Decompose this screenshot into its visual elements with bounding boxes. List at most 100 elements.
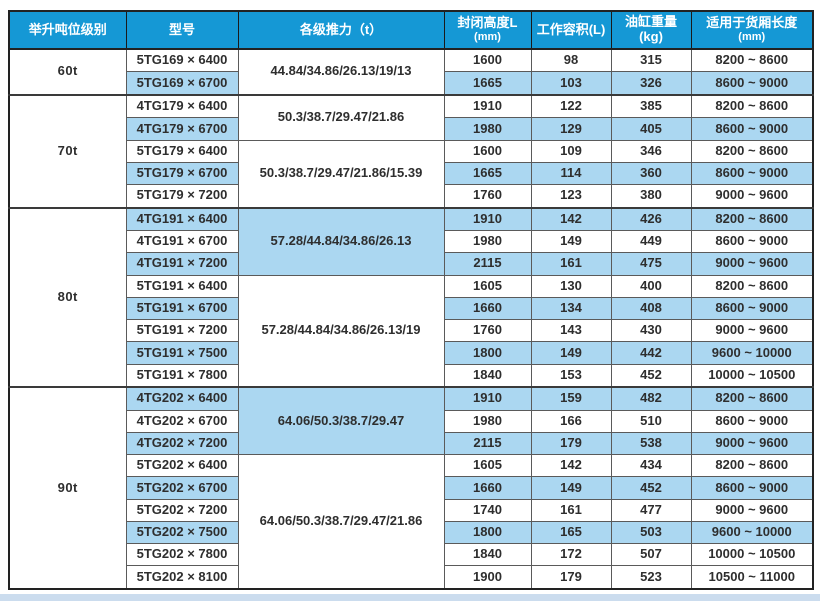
table-row: 80t 4TG191 × 6400 57.28/44.84/34.86/26.13 1… — [8, 206, 814, 388]
working-volume-cell: 143 — [530, 319, 612, 343]
model-cell: 5TG191 × 6400 — [125, 274, 239, 298]
cylinder-weight-cell: 430 — [610, 319, 692, 343]
cargo-length-cell: 8200 ~ 8600 — [690, 93, 814, 119]
thrust-cell: 64.06/50.3/38.7/29.47/21.86 — [237, 454, 445, 590]
table-row: 60t 5TG169 × 6400 44.84/34.86/26.13/19/13 1… — [8, 48, 814, 96]
cylinder-weight-cell: 503 — [610, 520, 692, 545]
model-cell: 5TG202 × 8100 — [125, 565, 239, 590]
working-volume-cell: 129 — [530, 117, 612, 141]
closed-height-cell: 1600 — [443, 139, 532, 163]
cargo-length-cell: 8600 ~ 9000 — [690, 409, 814, 433]
closed-height-cell: 1740 — [443, 498, 532, 522]
table-row: 5TG169 × 6700 1665 103 326 8600 ~ 9000 — [9, 71, 814, 96]
cargo-length-cell: 9000 ~ 9600 — [690, 498, 814, 522]
model-cell: 4TG202 × 6700 — [125, 409, 239, 433]
model-cell: 5TG202 × 7800 — [125, 543, 239, 567]
table-row: 5TG179 × 6400 50.3/38.7/29.47/21.86/15.39… — [9, 139, 814, 209]
table-row: 5TG191 × 6400 57.28/44.84/34.86/26.13/19 1… — [9, 274, 814, 388]
cylinder-weight-cell: 326 — [610, 71, 692, 96]
closed-height-cell: 1980 — [443, 409, 532, 433]
table-row: 4TG191 × 6700 1980 149 449 8600 ~ 9000 — [9, 230, 814, 254]
model-cell: 5TG202 × 6400 — [125, 454, 239, 478]
cargo-length-cell: 8200 ~ 8600 — [690, 206, 814, 232]
closed-height-cell: 1910 — [443, 93, 532, 119]
cargo-length-cell: 8600 ~ 9000 — [690, 476, 814, 500]
closed-height-cell: 1760 — [443, 184, 532, 209]
cylinder-weight-cell: 315 — [610, 48, 692, 73]
closed-height-cell: 1665 — [443, 71, 532, 96]
cylinder-weight-cell: 507 — [610, 543, 692, 567]
working-volume-cell: 153 — [530, 363, 612, 388]
table-header-row: 举升吨位级别 型号 各级推力（t） 封闭高度L (mm) 工作容积(L) 油缸重量… — [8, 10, 814, 50]
model-cell: 4TG202 × 7200 — [125, 431, 239, 456]
table-row: 5TG202 × 6400 64.06/50.3/38.7/29.47/21.86… — [9, 454, 814, 590]
closed-height-cell: 2115 — [443, 252, 532, 276]
closed-height-cell: 1605 — [443, 274, 532, 298]
working-volume-cell: 134 — [530, 296, 612, 321]
cylinder-weight-cell: 452 — [610, 363, 692, 388]
closed-height-cell: 2115 — [443, 431, 532, 456]
model-cell: 5TG191 × 6700 — [125, 296, 239, 321]
model-cell: 4TG202 × 6400 — [125, 386, 239, 411]
thrust-cell: 57.28/44.84/34.86/26.13 — [237, 206, 445, 276]
cylinder-weight-cell: 475 — [610, 252, 692, 276]
closed-height-cell: 1660 — [443, 296, 532, 321]
working-volume-cell: 149 — [530, 341, 612, 365]
cylinder-weight-cell: 442 — [610, 341, 692, 365]
thrust-cell: 50.3/38.7/29.47/21.86 — [237, 93, 445, 141]
working-volume-cell: 142 — [530, 206, 612, 232]
table-row: 5TG191 × 6700 1660 134 408 8600 ~ 9000 — [9, 296, 814, 321]
cargo-length-cell: 9000 ~ 9600 — [690, 431, 814, 456]
table-row: 70t 4TG179 × 6400 50.3/38.7/29.47/21.86 191… — [8, 93, 814, 209]
col-header-closed-height: 封闭高度L (mm) — [443, 10, 532, 50]
closed-height-cell: 1900 — [443, 565, 532, 590]
model-cell: 4TG179 × 6700 — [125, 117, 239, 141]
cargo-length-cell: 8200 ~ 8600 — [690, 386, 814, 411]
model-cell: 5TG169 × 6400 — [125, 48, 239, 73]
model-cell: 4TG191 × 6700 — [125, 230, 239, 254]
col-header-tonnage: 举升吨位级别 — [8, 10, 127, 50]
cargo-length-cell: 8600 ~ 9000 — [690, 117, 814, 141]
model-cell: 5TG191 × 7800 — [125, 363, 239, 388]
thrust-cell: 44.84/34.86/26.13/19/13 — [237, 48, 445, 96]
table-row: 5TG179 × 6700 1665 114 360 8600 ~ 9000 — [9, 161, 814, 186]
working-volume-cell: 109 — [530, 139, 612, 163]
cargo-length-cell: 8600 ~ 9000 — [690, 296, 814, 321]
cargo-length-cell: 10000 ~ 10500 — [690, 363, 814, 388]
working-volume-cell: 98 — [530, 48, 612, 73]
model-cell: 4TG191 × 7200 — [125, 252, 239, 276]
cylinder-weight-cell: 477 — [610, 498, 692, 522]
cargo-length-cell: 9000 ~ 9600 — [690, 252, 814, 276]
closed-height-cell: 1980 — [443, 230, 532, 254]
model-cell: 4TG191 × 6400 — [125, 206, 239, 232]
working-volume-cell: 165 — [530, 520, 612, 545]
working-volume-cell: 130 — [530, 274, 612, 298]
model-cell: 4TG179 × 6400 — [125, 93, 239, 119]
table-row: 90t 4TG202 × 6400 64.06/50.3/38.7/29.47 191… — [8, 386, 814, 590]
table-row: 5TG202 × 7200 1740 161 477 9000 ~ 9600 — [9, 498, 814, 522]
cargo-length-cell: 8600 ~ 9000 — [690, 230, 814, 254]
cargo-length-cell: 9600 ~ 10000 — [690, 341, 814, 365]
working-volume-cell: 114 — [530, 161, 612, 186]
working-volume-cell: 149 — [530, 476, 612, 500]
cylinder-weight-cell: 434 — [610, 454, 692, 478]
model-cell: 5TG169 × 6700 — [125, 71, 239, 96]
spec-table-body: 60t 5TG169 × 6400 44.84/34.86/26.13/19/13 1… — [8, 48, 814, 590]
cylinder-weight-cell: 482 — [610, 386, 692, 411]
model-cell: 5TG179 × 6400 — [125, 139, 239, 163]
closed-height-cell: 1840 — [443, 543, 532, 567]
working-volume-cell: 179 — [530, 565, 612, 590]
closed-height-cell: 1760 — [443, 319, 532, 343]
closed-height-cell: 1800 — [443, 520, 532, 545]
working-volume-cell: 166 — [530, 409, 612, 433]
cylinder-spec-table: 举升吨位级别 型号 各级推力（t） 封闭高度L (mm) 工作容积(L) 油缸重量… — [8, 10, 814, 590]
working-volume-cell: 161 — [530, 252, 612, 276]
working-volume-cell: 149 — [530, 230, 612, 254]
working-volume-cell: 179 — [530, 431, 612, 456]
table-row: 4TG191 × 7200 2115 161 475 9000 ~ 9600 — [9, 252, 814, 276]
cargo-length-cell: 8600 ~ 9000 — [690, 161, 814, 186]
cargo-length-cell: 8600 ~ 9000 — [690, 71, 814, 96]
closed-height-cell: 1605 — [443, 454, 532, 478]
table-row: 5TG202 × 7800 1840 172 507 10000 ~ 10500 — [9, 543, 814, 567]
